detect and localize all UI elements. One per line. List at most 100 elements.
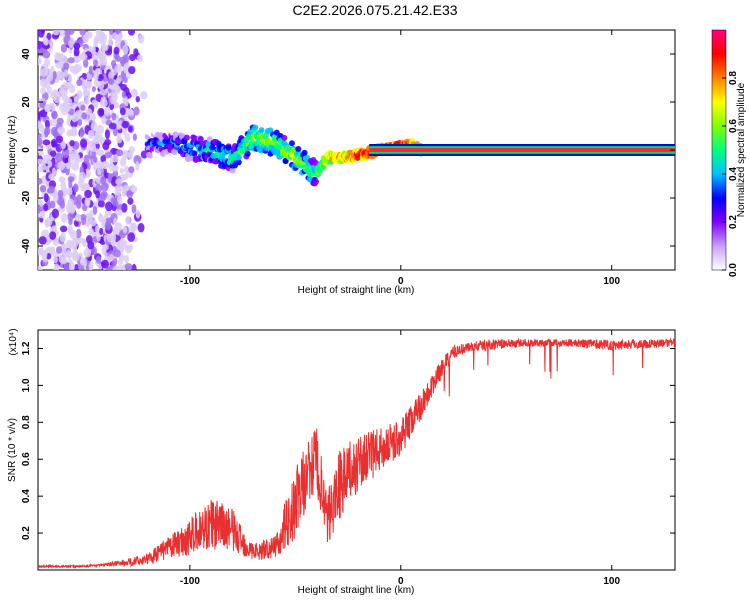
colorbar-tick-label: 0.4 (728, 167, 739, 181)
noise-blob (44, 119, 50, 129)
noise-blob (115, 30, 121, 35)
noise-blob (122, 53, 130, 63)
noise-blob (128, 65, 136, 75)
noise-blob (127, 30, 136, 36)
noise-blob (60, 212, 68, 223)
noise-blob (91, 112, 96, 122)
spectrogram-x-axis-label: Height of straight line (km) (298, 285, 415, 296)
noise-blob (112, 200, 118, 207)
snr-y-tick-label: 0.4 (21, 489, 32, 503)
noise-blob (131, 263, 137, 270)
noise-blob (101, 245, 107, 255)
colorbar-tick-label: 0.6 (728, 119, 739, 133)
snr-panel: -100 0 100 0.2 0.4 0.6 0.8 1.0 1.2 (x10⁴) Height… (7, 328, 676, 596)
noise-blob (73, 96, 79, 103)
noise-blob (91, 85, 96, 93)
noise-blob (101, 219, 106, 229)
noise-blob (53, 256, 58, 264)
noise-blob (132, 133, 137, 141)
noise-blob (135, 161, 140, 171)
noise-blob (115, 178, 123, 186)
ridge-blob (282, 158, 289, 165)
noise-blob (85, 96, 90, 106)
colorbar: 0.0 0.2 0.4 0.6 0.8 Normalized spectral ampl… (711, 29, 747, 277)
noise-blob (97, 200, 105, 208)
noise-blob (82, 87, 88, 98)
noise-blob (88, 228, 95, 236)
noise-blob (91, 51, 99, 61)
noise-blob (93, 73, 99, 81)
noise-blob (133, 48, 139, 57)
noise-blob (104, 221, 112, 231)
ridge-blob (313, 178, 320, 185)
noise-blob (107, 78, 115, 85)
noise-blob (38, 30, 45, 38)
noise-blob (65, 162, 73, 169)
noise-blob (76, 79, 83, 87)
snr-y-tick-label: 1.2 (21, 341, 32, 355)
noise-blob (99, 98, 108, 108)
noise-blob (90, 121, 98, 132)
noise-blob (124, 254, 129, 264)
noise-blob (122, 44, 129, 55)
noise-blob (68, 228, 73, 236)
snr-axes: -100 0 100 0.2 0.4 0.6 0.8 1.0 1.2 (21, 330, 675, 587)
colorbar-ticks: 0.0 0.2 0.4 0.6 0.8 (722, 71, 739, 277)
noise-blob (84, 189, 93, 199)
noise-blob (39, 78, 48, 88)
noise-blob (55, 246, 63, 254)
noise-blob (124, 133, 131, 142)
noise-blob (119, 107, 126, 116)
snr-x-tick-label: 100 (603, 576, 620, 587)
spectrogram-plot-area (38, 30, 675, 270)
noise-blob (124, 263, 133, 270)
noise-blob (57, 189, 64, 199)
noise-blob (129, 109, 135, 117)
noise-blob (38, 49, 45, 56)
ridge-blob (281, 134, 288, 141)
noise-blob (119, 157, 127, 167)
noise-blob (42, 92, 49, 101)
noise-blob (42, 154, 51, 164)
noise-blob (103, 107, 111, 117)
colorbar-tick-label: 0.0 (728, 263, 739, 277)
ridge-blob (147, 152, 154, 159)
noise-blob (58, 176, 66, 183)
noise-blob (66, 239, 74, 249)
noise-blob (113, 46, 120, 55)
noise-blob (44, 103, 51, 113)
noise-blob (76, 194, 82, 205)
noise-blob (114, 186, 122, 196)
noise-blob (74, 153, 80, 162)
noise-blob (49, 231, 57, 240)
noise-blob (73, 47, 80, 57)
noise-blob (100, 182, 109, 192)
noise-blob (74, 263, 79, 270)
noise-blob (116, 132, 121, 141)
noise-blob (95, 190, 100, 199)
noise-blob (85, 108, 93, 116)
noise-blob (64, 30, 71, 38)
noise-blob (112, 245, 118, 253)
noise-blob (68, 39, 74, 49)
noise-blob (101, 115, 106, 125)
noise-blob (111, 112, 117, 121)
noise-blob (41, 175, 47, 185)
noise-blob (58, 254, 67, 264)
noise-blob (66, 129, 73, 137)
noise-blob (128, 53, 136, 62)
noise-blob (39, 109, 48, 118)
noise-blob (51, 225, 58, 232)
noise-blob (118, 258, 123, 266)
noise-blob (93, 100, 99, 109)
noise-blob (108, 70, 115, 80)
noise-blob (65, 252, 73, 259)
ridge-blob (252, 124, 259, 131)
noise-blob (100, 154, 107, 163)
noise-blob (84, 196, 91, 207)
noise-blob (95, 30, 101, 36)
noise-blob (81, 216, 87, 226)
noise-blob (79, 127, 84, 137)
noise-blob (113, 83, 119, 91)
noise-blob (136, 54, 143, 63)
